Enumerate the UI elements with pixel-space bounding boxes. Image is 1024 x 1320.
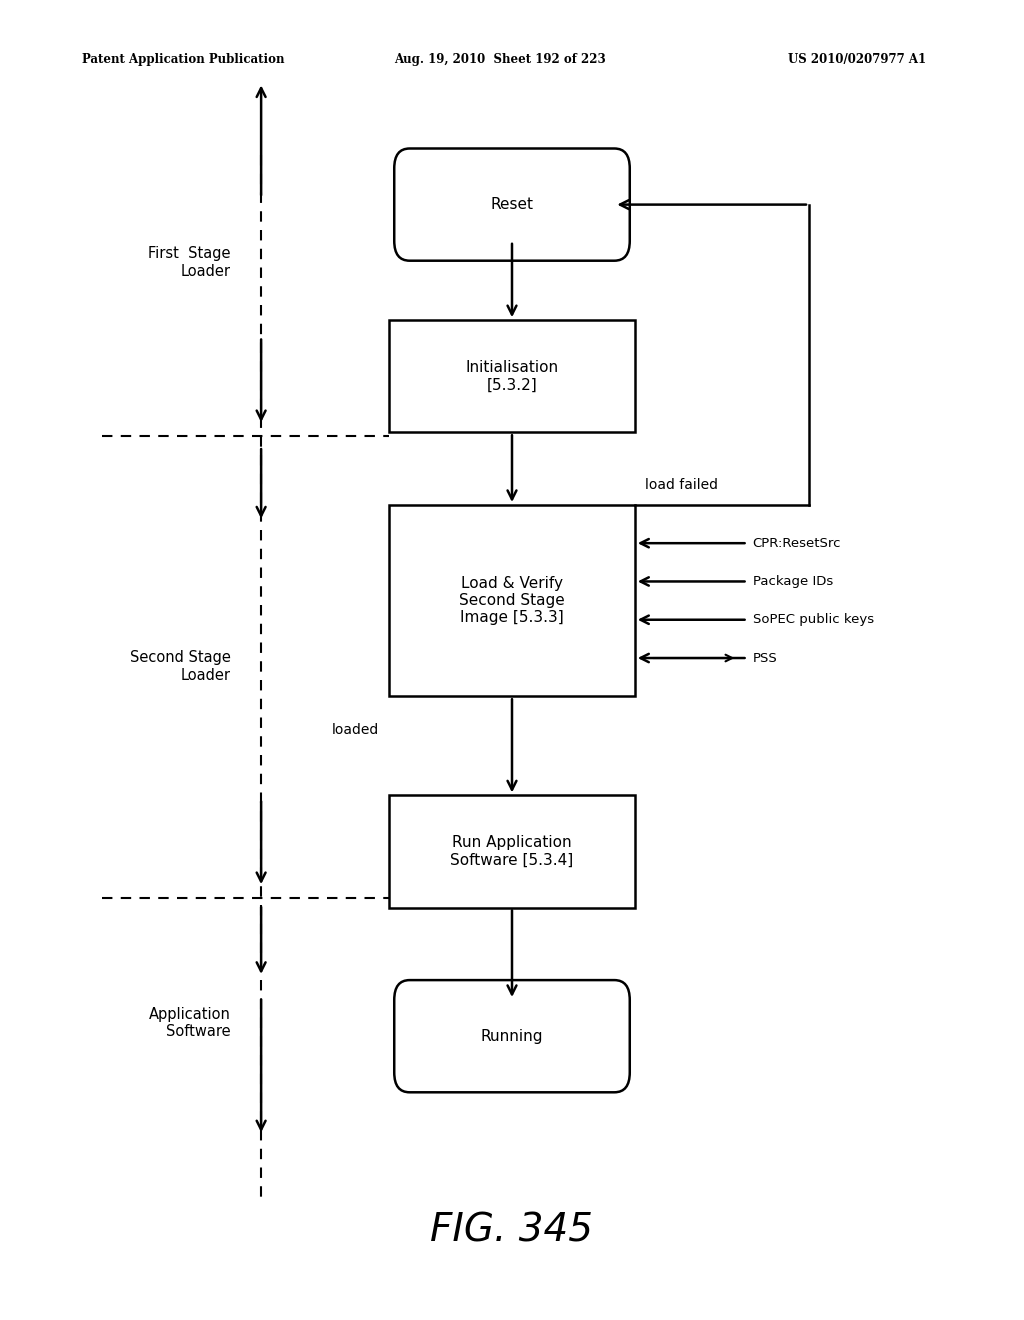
Text: Second Stage
Loader: Second Stage Loader bbox=[129, 651, 230, 682]
Text: PSS: PSS bbox=[753, 652, 777, 664]
Text: Package IDs: Package IDs bbox=[753, 576, 833, 587]
Text: US 2010/0207977 A1: US 2010/0207977 A1 bbox=[788, 53, 927, 66]
Text: CPR:ResetSrc: CPR:ResetSrc bbox=[753, 537, 841, 549]
Bar bbox=[389, 504, 635, 697]
Text: FIG. 345: FIG. 345 bbox=[430, 1212, 594, 1249]
Text: Load & Verify
Second Stage
Image [5.3.3]: Load & Verify Second Stage Image [5.3.3] bbox=[459, 576, 565, 626]
Text: Run Application
Software [5.3.4]: Run Application Software [5.3.4] bbox=[451, 836, 573, 867]
Bar bbox=[389, 321, 635, 433]
Text: Application
Software: Application Software bbox=[148, 1007, 230, 1039]
Text: Running: Running bbox=[480, 1028, 544, 1044]
Text: load failed: load failed bbox=[645, 478, 718, 491]
Text: Initialisation
[5.3.2]: Initialisation [5.3.2] bbox=[466, 360, 558, 392]
Text: Patent Application Publication: Patent Application Publication bbox=[82, 53, 285, 66]
Text: loaded: loaded bbox=[332, 723, 379, 737]
FancyBboxPatch shape bbox=[394, 149, 630, 261]
FancyBboxPatch shape bbox=[394, 979, 630, 1093]
Bar bbox=[389, 795, 635, 908]
Text: SoPEC public keys: SoPEC public keys bbox=[753, 614, 873, 626]
Text: First  Stage
Loader: First Stage Loader bbox=[147, 246, 230, 279]
Text: Reset: Reset bbox=[490, 197, 534, 213]
Text: Aug. 19, 2010  Sheet 192 of 223: Aug. 19, 2010 Sheet 192 of 223 bbox=[394, 53, 606, 66]
